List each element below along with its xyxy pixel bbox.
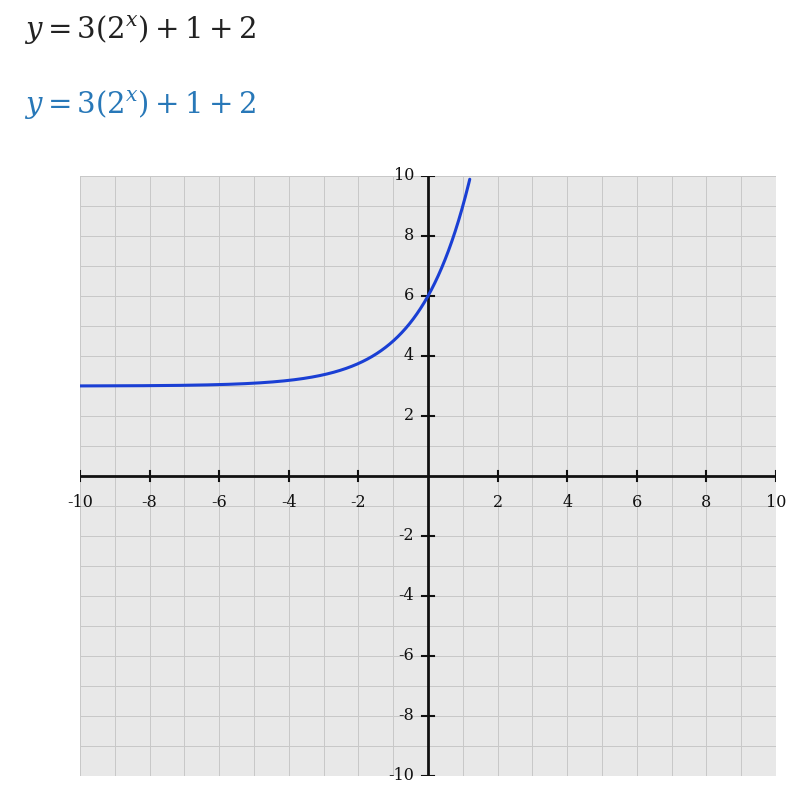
Text: -4: -4: [281, 494, 297, 511]
Text: $y = 3(2^x) + 1 + 2$: $y = 3(2^x) + 1 + 2$: [24, 13, 257, 46]
Text: 6: 6: [632, 494, 642, 511]
Text: 10: 10: [394, 167, 414, 185]
Text: -8: -8: [398, 707, 414, 725]
Text: -10: -10: [67, 494, 93, 511]
Text: -2: -2: [350, 494, 366, 511]
Text: 4: 4: [562, 494, 572, 511]
Text: -6: -6: [211, 494, 227, 511]
Text: 2: 2: [493, 494, 502, 511]
Text: $y = 3(2^x) + 1 + 2$: $y = 3(2^x) + 1 + 2$: [24, 88, 257, 121]
Text: 8: 8: [404, 227, 414, 245]
Text: -6: -6: [398, 647, 414, 665]
Text: -2: -2: [398, 527, 414, 545]
Text: -4: -4: [398, 587, 414, 605]
Text: -8: -8: [142, 494, 158, 511]
Text: 10: 10: [766, 494, 786, 511]
Text: -10: -10: [388, 767, 414, 785]
Text: 6: 6: [404, 287, 414, 305]
Text: 8: 8: [702, 494, 711, 511]
Text: 2: 2: [404, 407, 414, 425]
Text: 4: 4: [404, 347, 414, 365]
